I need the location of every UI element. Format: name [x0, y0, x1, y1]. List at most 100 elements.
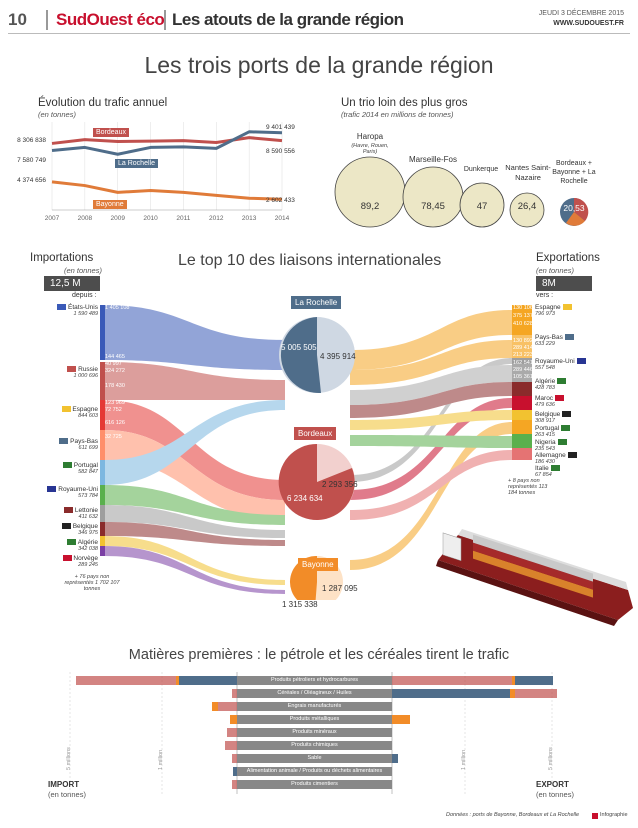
country-value: 289 245 [78, 562, 98, 568]
import-country: Royaume-Uni 573 784 [40, 486, 98, 499]
export-country: Portugal 263 415 [535, 425, 571, 438]
import-country: Russie 1 000 696 [40, 366, 98, 379]
flag-icon [59, 438, 69, 445]
value-nantes: 26,4 [517, 201, 537, 212]
imports-total: 12,5 M [44, 276, 100, 291]
port-name: Bordeaux + Bayonne + La Rochelle [552, 160, 596, 185]
country-name: Italie [535, 465, 549, 472]
country-name: Algérie [77, 539, 98, 546]
country-name: Pays-Bas [535, 334, 563, 341]
port-label-haropa: Haropa (Havre, Rouen, Paris) [344, 132, 396, 155]
exports-title: Exportations [536, 252, 600, 264]
export-country: Allemagne 186 430 [535, 452, 577, 465]
import-country: Portugal 582 847 [40, 462, 98, 475]
flag-icon [564, 334, 574, 341]
x-tick-label: 2012 [209, 215, 224, 222]
country-value: 582 847 [78, 469, 98, 475]
la-rochelle-start-value: 7 580 749 [17, 157, 46, 164]
value-haropa: 89,2 [360, 201, 380, 212]
page-title: Les trois ports de la grande région [144, 52, 494, 78]
bayonne-series-label: Bayonne [93, 200, 127, 209]
export-country: Royaume-Uni 557 548 [535, 358, 586, 371]
flag-icon [62, 555, 72, 562]
materials-title: Matières premières : le pétrole et les c… [128, 647, 510, 663]
bordeaux-end-value: 8 590 556 [266, 148, 295, 155]
export-flow-label: 410 628 [513, 321, 533, 327]
flag-icon [557, 378, 567, 385]
bayonne-start-value: 4 374 656 [17, 177, 46, 184]
import-flow-label: 123 969 [105, 400, 125, 406]
flag-icon [62, 462, 72, 469]
value-grande-region: 20,53 [563, 203, 585, 213]
flag-icon [557, 439, 567, 446]
material-label: Céréales / Oléagineux / Huiles [237, 689, 392, 698]
series-line-bayonne [51, 180, 283, 201]
port-badge-bordeaux: Bordeaux [294, 427, 337, 440]
flag-icon [562, 304, 572, 311]
trio-subtitle: (trafic 2014 en millions de tonnes) [341, 110, 454, 119]
import-country: Norvège 289 245 [40, 555, 98, 568]
header-divider [8, 33, 630, 34]
bubble-haropa [334, 156, 406, 228]
traffic-title: Évolution du trafic annuel [38, 97, 168, 109]
export-flow-label: 130 106 [513, 305, 533, 311]
import-flow-label: 144 465 [105, 354, 125, 360]
country-value: 235 543 [535, 446, 555, 452]
page-number: 10 [8, 10, 27, 29]
axis-tick: 1 million [461, 749, 467, 770]
flag-icon [555, 395, 565, 402]
export-country: Espagne 796 973 [535, 304, 572, 317]
country-name: Algérie [535, 378, 556, 385]
country-name: Maroc [535, 395, 554, 402]
site-url[interactable]: WWW.SUDOUEST.FR [553, 20, 624, 27]
bubble-dunkerque [459, 182, 505, 228]
import-country: Espagne 844 603 [40, 406, 98, 419]
exports-to-label: vers : [536, 292, 554, 299]
import-country: Pays-Bas 611 699 [40, 438, 98, 451]
material-label: Alimentation animale / Produits ou déche… [237, 767, 392, 776]
value-dunkerque: 47 [476, 201, 488, 212]
imports-other-note: + 76 pays non représentés 1 702 107 tonn… [64, 574, 120, 592]
country-value: 479 636 [535, 402, 555, 408]
import-country: États-Unis 1 590 489 [40, 304, 98, 317]
bordeaux-import: 6 234 634 [287, 494, 323, 503]
section-title: Les atouts de la grande région [172, 10, 404, 29]
export-country: Pays-Bas 633 229 [535, 334, 574, 347]
traffic-chart: 2007 2008 2009 2010 2011 2012 2013 2014 [45, 122, 290, 222]
country-name: Royaume-Uni [535, 358, 575, 365]
flag-icon [550, 465, 560, 472]
export-flow-label: 162 541 [513, 360, 533, 366]
country-value: 428 783 [535, 385, 555, 391]
source-note: Données : ports de Bayonne, Bordeaux et … [446, 812, 580, 818]
x-tick-label: 2014 [275, 215, 290, 222]
country-value: 263 415 [535, 432, 555, 438]
flag-icon [57, 304, 67, 311]
export-country: Algérie 428 783 [535, 378, 567, 391]
issue-date: JEUDI 3 DÉCEMBRE 2015 [538, 10, 624, 17]
country-value: 186 430 [535, 459, 555, 465]
imports-title: Importations [30, 252, 94, 264]
import-flow-label: 32 725 [105, 434, 122, 440]
bubble-slice-bordeaux [574, 197, 589, 221]
country-name: Portugal [535, 425, 560, 432]
flag-icon [576, 358, 586, 365]
country-value: 342 038 [78, 546, 98, 552]
x-tick-label: 2011 [176, 215, 190, 222]
header-separator [164, 10, 166, 30]
value-marseille-fos: 78,45 [421, 201, 445, 212]
material-label: Produits cimentiers [237, 780, 392, 789]
country-name: Belgique [72, 523, 98, 530]
bayonne-export: 1 287 095 [322, 584, 358, 593]
flag-icon [567, 452, 577, 459]
country-value: 633 229 [535, 341, 555, 347]
credit: Infographie [592, 812, 628, 819]
trio-title: Un trio loin des plus gros [341, 97, 468, 109]
country-name: Portugal [73, 462, 98, 469]
flag-icon [562, 411, 572, 418]
material-label: Produits pétroliers et hydrocarbures [237, 676, 392, 685]
exports-other-note: + 8 pays non représentés 113 184 tonnes [508, 478, 548, 496]
export-country: Italie 67 854 [535, 465, 560, 478]
country-name: Allemagne [535, 452, 566, 459]
x-tick-label: 2009 [110, 215, 125, 222]
import-country: Algérie 342 038 [40, 539, 98, 552]
